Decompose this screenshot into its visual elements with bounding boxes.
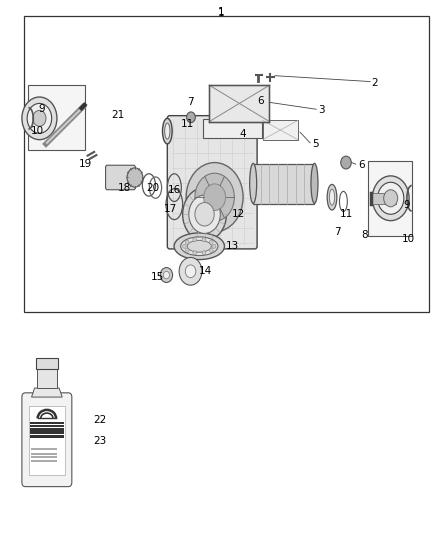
Bar (253, 164, 314, 204)
Circle shape (27, 103, 52, 133)
Text: 7: 7 (187, 98, 194, 107)
Circle shape (341, 156, 351, 169)
Text: 10: 10 (402, 234, 415, 244)
Ellipse shape (193, 238, 196, 242)
Ellipse shape (187, 240, 211, 252)
Circle shape (189, 195, 220, 233)
Ellipse shape (250, 163, 257, 204)
Circle shape (33, 110, 46, 126)
Text: 9: 9 (38, 104, 45, 114)
Circle shape (378, 182, 404, 214)
Ellipse shape (327, 184, 337, 210)
Bar (368, 161, 412, 236)
Text: 16: 16 (168, 185, 181, 195)
Text: 17: 17 (163, 204, 177, 214)
Bar (31, 453, 57, 455)
Text: 1: 1 (218, 7, 225, 17)
FancyBboxPatch shape (50, 415, 63, 456)
Text: 11: 11 (340, 209, 353, 219)
Polygon shape (209, 85, 269, 122)
Text: 21: 21 (111, 110, 124, 119)
Circle shape (187, 112, 195, 123)
Bar (37, 368, 57, 388)
Text: 6: 6 (358, 160, 365, 170)
Ellipse shape (202, 251, 206, 255)
Circle shape (255, 107, 264, 117)
Circle shape (183, 188, 226, 241)
Circle shape (163, 271, 170, 279)
Polygon shape (28, 85, 85, 150)
Ellipse shape (185, 248, 189, 253)
Ellipse shape (329, 189, 335, 205)
Text: 13: 13 (226, 241, 239, 251)
FancyBboxPatch shape (167, 116, 257, 249)
Circle shape (127, 168, 143, 187)
Circle shape (384, 190, 398, 207)
Text: 10: 10 (31, 126, 44, 135)
Text: 18: 18 (117, 183, 131, 192)
Bar (30, 425, 64, 427)
Bar (24, 16, 429, 312)
Bar (30, 422, 64, 424)
Ellipse shape (210, 240, 213, 244)
Circle shape (179, 257, 202, 285)
Text: 1: 1 (218, 9, 225, 18)
Circle shape (160, 268, 173, 282)
Bar (30, 435, 64, 438)
Ellipse shape (202, 238, 206, 242)
Ellipse shape (180, 237, 218, 255)
Circle shape (186, 163, 243, 232)
Ellipse shape (165, 123, 170, 139)
Text: 8: 8 (361, 230, 368, 239)
Ellipse shape (212, 244, 216, 248)
Bar (30, 431, 64, 434)
Circle shape (195, 203, 214, 226)
Text: 22: 22 (93, 415, 106, 425)
Text: 4: 4 (240, 130, 247, 139)
Ellipse shape (183, 244, 186, 248)
Ellipse shape (162, 118, 172, 144)
Ellipse shape (193, 251, 196, 255)
Text: 15: 15 (151, 272, 164, 282)
FancyBboxPatch shape (203, 119, 262, 138)
Circle shape (372, 176, 409, 221)
Polygon shape (32, 388, 62, 397)
Ellipse shape (174, 233, 225, 260)
Text: 3: 3 (318, 106, 325, 115)
Text: 19: 19 (79, 159, 92, 169)
Circle shape (22, 97, 57, 140)
Bar (371, 193, 396, 204)
Bar (29, 406, 65, 475)
Text: 11: 11 (181, 119, 194, 128)
Bar (36, 358, 58, 369)
Ellipse shape (185, 240, 189, 244)
Bar (31, 456, 57, 458)
Text: 23: 23 (93, 437, 106, 446)
Text: 12: 12 (232, 209, 245, 219)
FancyBboxPatch shape (106, 165, 135, 190)
Circle shape (185, 265, 196, 278)
Text: 5: 5 (312, 139, 319, 149)
Bar (31, 460, 57, 462)
Bar (31, 448, 57, 450)
Text: 9: 9 (403, 200, 410, 210)
Ellipse shape (210, 248, 213, 253)
Circle shape (204, 184, 226, 211)
FancyBboxPatch shape (22, 393, 72, 487)
Text: 20: 20 (146, 183, 159, 192)
Circle shape (195, 173, 234, 221)
Text: 7: 7 (334, 227, 341, 237)
Polygon shape (263, 120, 298, 140)
Ellipse shape (311, 163, 318, 204)
Text: 6: 6 (257, 96, 264, 106)
Text: 14: 14 (198, 266, 212, 276)
Text: 2: 2 (371, 78, 378, 87)
Bar (30, 428, 64, 431)
